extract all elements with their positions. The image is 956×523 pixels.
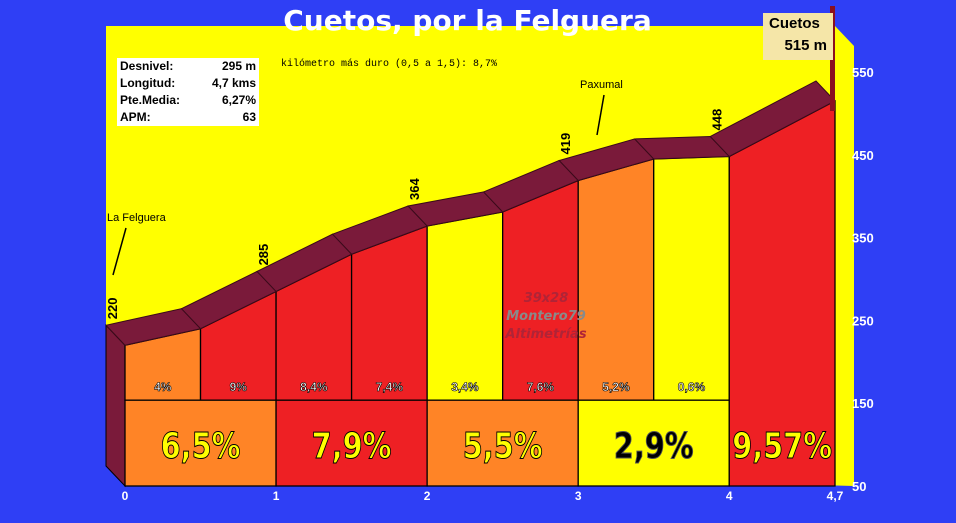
y-tick-label: 150 [852, 396, 874, 411]
summit-name: Cuetos [769, 15, 820, 32]
stat-label: APM: [120, 110, 151, 124]
half-km-grade-label: 7,4% [376, 380, 404, 394]
altitude-label: 220 [105, 298, 120, 320]
stat-value: 4,7 kms [211, 76, 256, 90]
half-km-block [350, 225, 428, 401]
x-tick-label: 0 [122, 489, 129, 503]
stat-value: 6,27% [221, 93, 256, 107]
half-km-grade-label: 4% [154, 380, 172, 394]
km-grade-label: 2,9% [614, 425, 694, 467]
km-grade-label: 6,5% [161, 425, 241, 467]
x-tick-label: 2 [424, 489, 431, 503]
half-km-block [653, 155, 730, 401]
place-label: Paxumal [580, 79, 623, 91]
half-km-grade-label: 8,4% [300, 380, 328, 394]
y-tick-label: 250 [852, 313, 874, 328]
summit-box: Cuetos 515 m [763, 13, 833, 60]
x-tick-label: 1 [273, 489, 280, 503]
half-km-grade-label: 5,2% [602, 380, 630, 394]
profile-side-wall [105, 323, 126, 488]
half-km-grade-label: 3,4% [451, 380, 479, 394]
y-tick-label: 50 [852, 479, 866, 494]
y-tick-label: 350 [852, 231, 874, 246]
place-pointer [596, 94, 605, 136]
stat-label: Desnivel: [120, 59, 174, 73]
km-grade-label: 9,57% [732, 425, 832, 467]
watermark-scale: 39x28 [523, 291, 569, 306]
stat-row: Longitud: 4,7 kms [117, 75, 259, 92]
chart-title: Cuetos, por la Felguera [283, 4, 652, 37]
altitude-label: 285 [256, 244, 271, 266]
stat-value: 295 m [221, 59, 256, 73]
half-km-block [426, 211, 504, 401]
stat-row: Pte.Media: 6,27% [117, 92, 259, 109]
stat-label: Pte.Media: [120, 93, 181, 107]
km-block [577, 399, 730, 487]
half-km-grade-label: 7,6% [527, 380, 555, 394]
altitude-label: 419 [558, 133, 573, 155]
stats-box: Desnivel: 295 m Longitud: 4,7 kms Pte.Medi… [117, 58, 259, 126]
place-pointer [112, 227, 127, 276]
half-km-grade-label: 0,6% [678, 380, 706, 394]
stat-row: APM: 63 [117, 109, 259, 126]
stat-row: Desnivel: 295 m [117, 58, 259, 75]
km-grade-label: 7,9% [312, 425, 392, 467]
altitude-label: 448 [709, 109, 724, 131]
place-label: La Felguera [107, 212, 167, 224]
stat-label: Longitud: [120, 76, 176, 90]
y-tick-label: 450 [852, 148, 874, 163]
hardest-km-note: kilómetro más duro (0,5 a 1,5): 8,7% [281, 59, 498, 70]
half-km-block [577, 158, 655, 401]
km-block [426, 399, 579, 487]
half-km-grade-label: 9% [230, 380, 248, 394]
altitude-label: 364 [407, 178, 422, 200]
km-block [275, 399, 428, 487]
x-tick-label: 4,7 [827, 489, 844, 503]
summit-altitude: 515 m [784, 37, 827, 54]
y-tick-label: 550 [852, 65, 874, 80]
km-grade-label: 5,5% [463, 425, 543, 467]
profile-ribbon [709, 80, 836, 158]
watermark-author: Montero79 [506, 309, 586, 324]
stat-value: 63 [242, 110, 256, 124]
x-tick-label: 4 [726, 489, 733, 503]
watermark-site: Altimetrías [505, 327, 587, 342]
x-tick-label: 3 [575, 489, 582, 503]
